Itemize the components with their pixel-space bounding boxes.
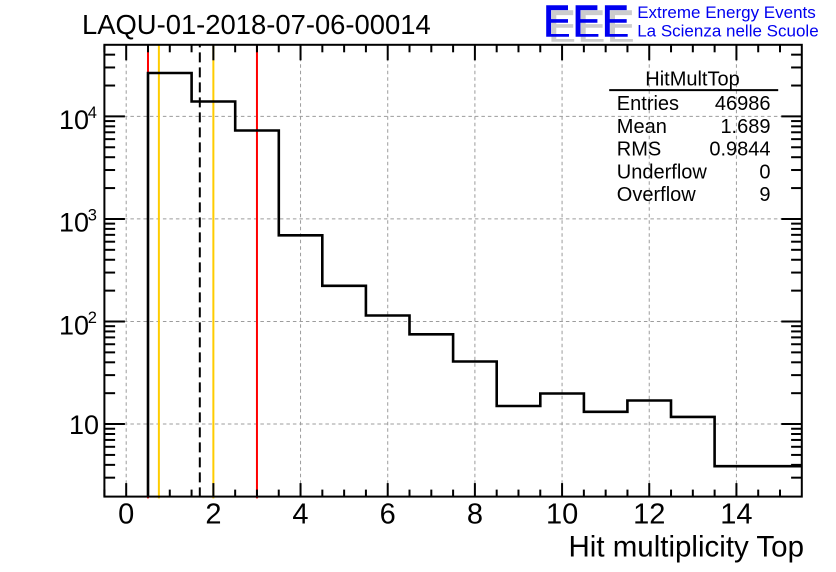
svg-text:10: 10 bbox=[69, 410, 99, 440]
svg-text:46986: 46986 bbox=[715, 93, 771, 115]
svg-text:12: 12 bbox=[633, 499, 665, 531]
svg-text:Underflow: Underflow bbox=[617, 161, 708, 183]
svg-text:10: 10 bbox=[59, 105, 89, 135]
svg-text:9: 9 bbox=[759, 184, 770, 206]
svg-text:La Scienza nelle Scuole: La Scienza nelle Scuole bbox=[637, 22, 818, 41]
svg-text:Mean: Mean bbox=[617, 116, 667, 138]
svg-text:0: 0 bbox=[759, 161, 770, 183]
svg-text:1.689: 1.689 bbox=[720, 116, 770, 138]
svg-text:Hit multiplicity Top: Hit multiplicity Top bbox=[568, 531, 804, 564]
svg-text:3: 3 bbox=[88, 206, 97, 224]
svg-text:HitMultTop: HitMultTop bbox=[645, 69, 739, 91]
svg-text:8: 8 bbox=[467, 499, 483, 531]
svg-text:Extreme Energy Events: Extreme Energy Events bbox=[637, 3, 816, 22]
svg-text:10: 10 bbox=[546, 499, 578, 531]
svg-text:4: 4 bbox=[292, 499, 308, 531]
svg-text:RMS: RMS bbox=[617, 139, 661, 161]
svg-text:2: 2 bbox=[88, 309, 97, 327]
svg-text:14: 14 bbox=[720, 499, 752, 531]
svg-text:LAQU-01-2018-07-06-00014: LAQU-01-2018-07-06-00014 bbox=[82, 9, 431, 40]
svg-text:0.9844: 0.9844 bbox=[709, 139, 770, 161]
svg-text:Overflow: Overflow bbox=[617, 184, 696, 206]
svg-text:6: 6 bbox=[380, 499, 396, 531]
svg-text:10: 10 bbox=[59, 208, 89, 238]
svg-text:Entries: Entries bbox=[617, 93, 679, 115]
svg-text:10: 10 bbox=[59, 310, 89, 340]
svg-text:4: 4 bbox=[88, 104, 97, 122]
svg-text:0: 0 bbox=[118, 499, 134, 531]
svg-text:2: 2 bbox=[205, 499, 221, 531]
